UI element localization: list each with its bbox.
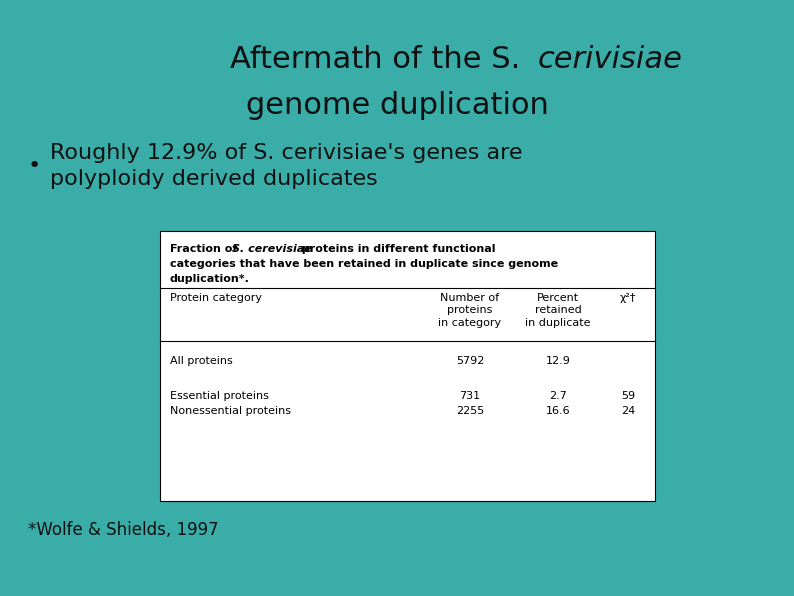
Text: 2255: 2255 — [456, 406, 484, 416]
Text: Percent
retained
in duplicate: Percent retained in duplicate — [526, 293, 591, 328]
Text: •: • — [28, 156, 41, 176]
Text: 12.9: 12.9 — [545, 356, 570, 366]
Text: *Wolfe & Shields, 1997: *Wolfe & Shields, 1997 — [28, 521, 218, 539]
Text: duplication*.: duplication*. — [170, 274, 250, 284]
Text: All proteins: All proteins — [170, 356, 233, 366]
Text: S. cerevisiae: S. cerevisiae — [232, 244, 312, 254]
Text: Roughly 12.9% of S. cerivisiae's genes are
polyploidy derived duplicates: Roughly 12.9% of S. cerivisiae's genes a… — [50, 143, 522, 189]
Text: 2.7: 2.7 — [549, 391, 567, 401]
Text: 5792: 5792 — [456, 356, 484, 366]
Text: Nonessential proteins: Nonessential proteins — [170, 406, 291, 416]
Text: 731: 731 — [460, 391, 480, 401]
Text: proteins in different functional: proteins in different functional — [298, 244, 495, 254]
Text: genome duplication: genome duplication — [245, 92, 549, 120]
Text: Fraction of: Fraction of — [170, 244, 241, 254]
FancyBboxPatch shape — [160, 231, 655, 501]
Text: Protein category: Protein category — [170, 293, 262, 303]
Text: Essential proteins: Essential proteins — [170, 391, 269, 401]
Text: Number of
proteins
in category: Number of proteins in category — [438, 293, 502, 328]
Text: 16.6: 16.6 — [545, 406, 570, 416]
Text: 59: 59 — [621, 391, 635, 401]
Text: 24: 24 — [621, 406, 635, 416]
Text: χ²†: χ²† — [620, 293, 636, 303]
Text: Aftermath of the S.: Aftermath of the S. — [230, 45, 530, 74]
Text: categories that have been retained in duplicate since genome: categories that have been retained in du… — [170, 259, 558, 269]
Text: cerivisiae: cerivisiae — [538, 45, 683, 74]
